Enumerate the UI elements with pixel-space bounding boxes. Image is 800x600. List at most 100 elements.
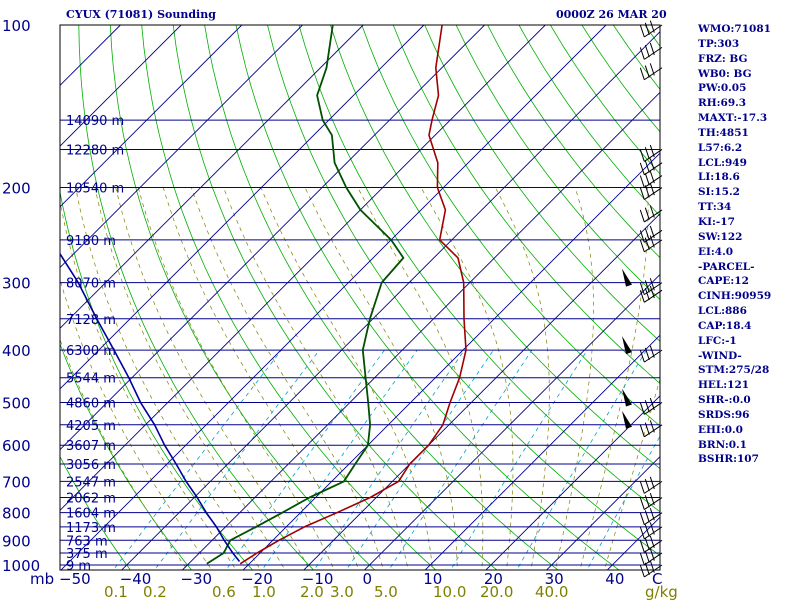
wind-barb-shaft <box>644 512 663 526</box>
wind-barb-shaft <box>644 480 663 494</box>
mixing-ratio-line <box>313 349 465 570</box>
wind-barb <box>639 492 663 510</box>
wind-barb <box>639 522 663 540</box>
wind-barb-shaft <box>644 67 663 81</box>
wind-barb-shaft <box>644 497 663 510</box>
wind-barb <box>639 170 663 188</box>
wind-pennant <box>622 336 632 355</box>
height-label: 12280 m <box>66 143 124 158</box>
wind-barb-feather <box>644 173 650 186</box>
mixing-ratio-label: 20.0 <box>480 583 513 600</box>
wind-barb-feather <box>644 422 650 435</box>
wind-barb-feather <box>644 280 650 293</box>
wind-barb-feather <box>649 63 655 76</box>
wind-barb-feather <box>644 160 650 173</box>
dry-adiabat <box>771 25 800 574</box>
wind-barb-feather <box>639 290 645 303</box>
wind-barb-feather <box>639 552 645 566</box>
wind-barb-feather <box>644 495 650 508</box>
index-item: CINH:90959 <box>698 290 772 303</box>
height-label: 9 m <box>66 559 91 574</box>
pressure-tick-label: 100 <box>2 17 31 35</box>
wind-barb <box>639 535 663 553</box>
wind-barb-feather <box>649 182 655 196</box>
wind-barb <box>639 144 663 162</box>
wind-barb-feather <box>644 185 650 198</box>
moist-adiabat <box>357 187 484 570</box>
wind-barb-feather <box>649 170 655 184</box>
wind-barb <box>639 182 663 200</box>
wind-barb-feather <box>639 349 645 363</box>
isotherm <box>60 25 485 451</box>
wind-barb-shaft <box>644 424 663 438</box>
background-grid <box>60 25 800 574</box>
height-label: 8070 m <box>66 277 116 292</box>
index-item: BRN:0.1 <box>698 438 747 451</box>
temperature-profile <box>239 25 467 565</box>
mixing-ratio-label: 0.1 <box>104 583 128 600</box>
wind-barb-shaft <box>644 539 663 553</box>
pressure-tick-label: 500 <box>2 394 31 412</box>
wind-barb-shaft <box>644 209 663 223</box>
wind-barb-feather <box>649 420 655 433</box>
moist-adiabat <box>94 187 286 570</box>
wind-barb-feather <box>644 237 650 250</box>
wind-barb-shaft <box>644 149 663 162</box>
index-item: EHI:0.0 <box>698 423 743 436</box>
index-item: MAXT:-17.3 <box>698 112 768 125</box>
mixing-ratio-label: g/kg <box>645 583 678 600</box>
index-item: LI:18.6 <box>698 171 740 184</box>
isotherm <box>303 213 660 570</box>
dry-adiabat <box>267 25 660 557</box>
wind-barb-feather <box>649 205 655 218</box>
wind-barb <box>639 560 663 578</box>
wind-barb-feather <box>649 508 655 521</box>
wind-barb-feather <box>644 400 650 413</box>
height-label: 375 m <box>66 547 108 562</box>
wind-barbs <box>622 20 663 578</box>
moist-adiabat <box>162 187 360 570</box>
wind-barb <box>639 397 663 415</box>
temperature-tick-label: 40 <box>605 570 624 588</box>
wind-barb <box>639 158 663 176</box>
mixing-ratio-line <box>225 349 385 570</box>
sounding-datetime: 0000Z 26 MAR 20 <box>556 8 667 21</box>
wind-barb-feather <box>639 512 645 525</box>
wind-barb-feather <box>639 282 645 295</box>
wind-barb <box>639 20 663 38</box>
temperature-tick-label: −20 <box>241 570 273 588</box>
height-label: 2547 m <box>66 475 116 490</box>
mixing-ratio-line <box>586 435 660 570</box>
isobars <box>60 24 660 566</box>
temperature-tick-label: −30 <box>180 570 212 588</box>
index-item: TH:4851 <box>698 126 749 139</box>
mixing-ratio-label: 10.0 <box>433 583 466 600</box>
wind-barb-feather <box>644 287 650 301</box>
mixing-ratio-line <box>388 349 533 570</box>
isotherm <box>242 152 660 570</box>
dry-adiabat <box>235 25 620 570</box>
wind-barb-feather <box>649 560 655 573</box>
wind-barb <box>639 420 663 438</box>
mixing-ratio-line <box>154 349 320 570</box>
mixing-ratio-line <box>516 349 647 570</box>
wind-barb-feather <box>644 537 650 551</box>
wind-barb-feather <box>639 540 645 553</box>
wind-barb-shaft <box>644 229 663 243</box>
wind-barb-shaft <box>644 564 663 578</box>
wind-barb-feather <box>649 158 655 171</box>
isotherm <box>60 25 364 329</box>
index-item: HEL:121 <box>698 379 750 392</box>
wind-barb-feather <box>644 478 650 492</box>
wind-barb-shaft <box>644 239 663 253</box>
x-axis-label: C <box>652 570 662 588</box>
wind-barb-feather <box>639 149 645 162</box>
dry-adiabat <box>204 25 559 570</box>
wind-barb-shaft <box>644 526 663 540</box>
pressure-tick-label: 900 <box>2 532 31 550</box>
index-item: TP:303 <box>698 37 740 50</box>
wind-barb-feather <box>639 162 645 176</box>
wind-barb <box>639 508 663 526</box>
temperature-tick-label: −10 <box>302 570 334 588</box>
